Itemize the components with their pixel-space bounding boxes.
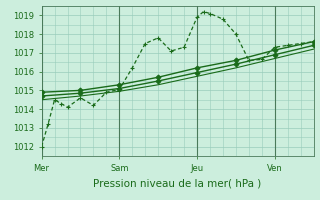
X-axis label: Pression niveau de la mer( hPa ): Pression niveau de la mer( hPa )	[93, 178, 262, 188]
